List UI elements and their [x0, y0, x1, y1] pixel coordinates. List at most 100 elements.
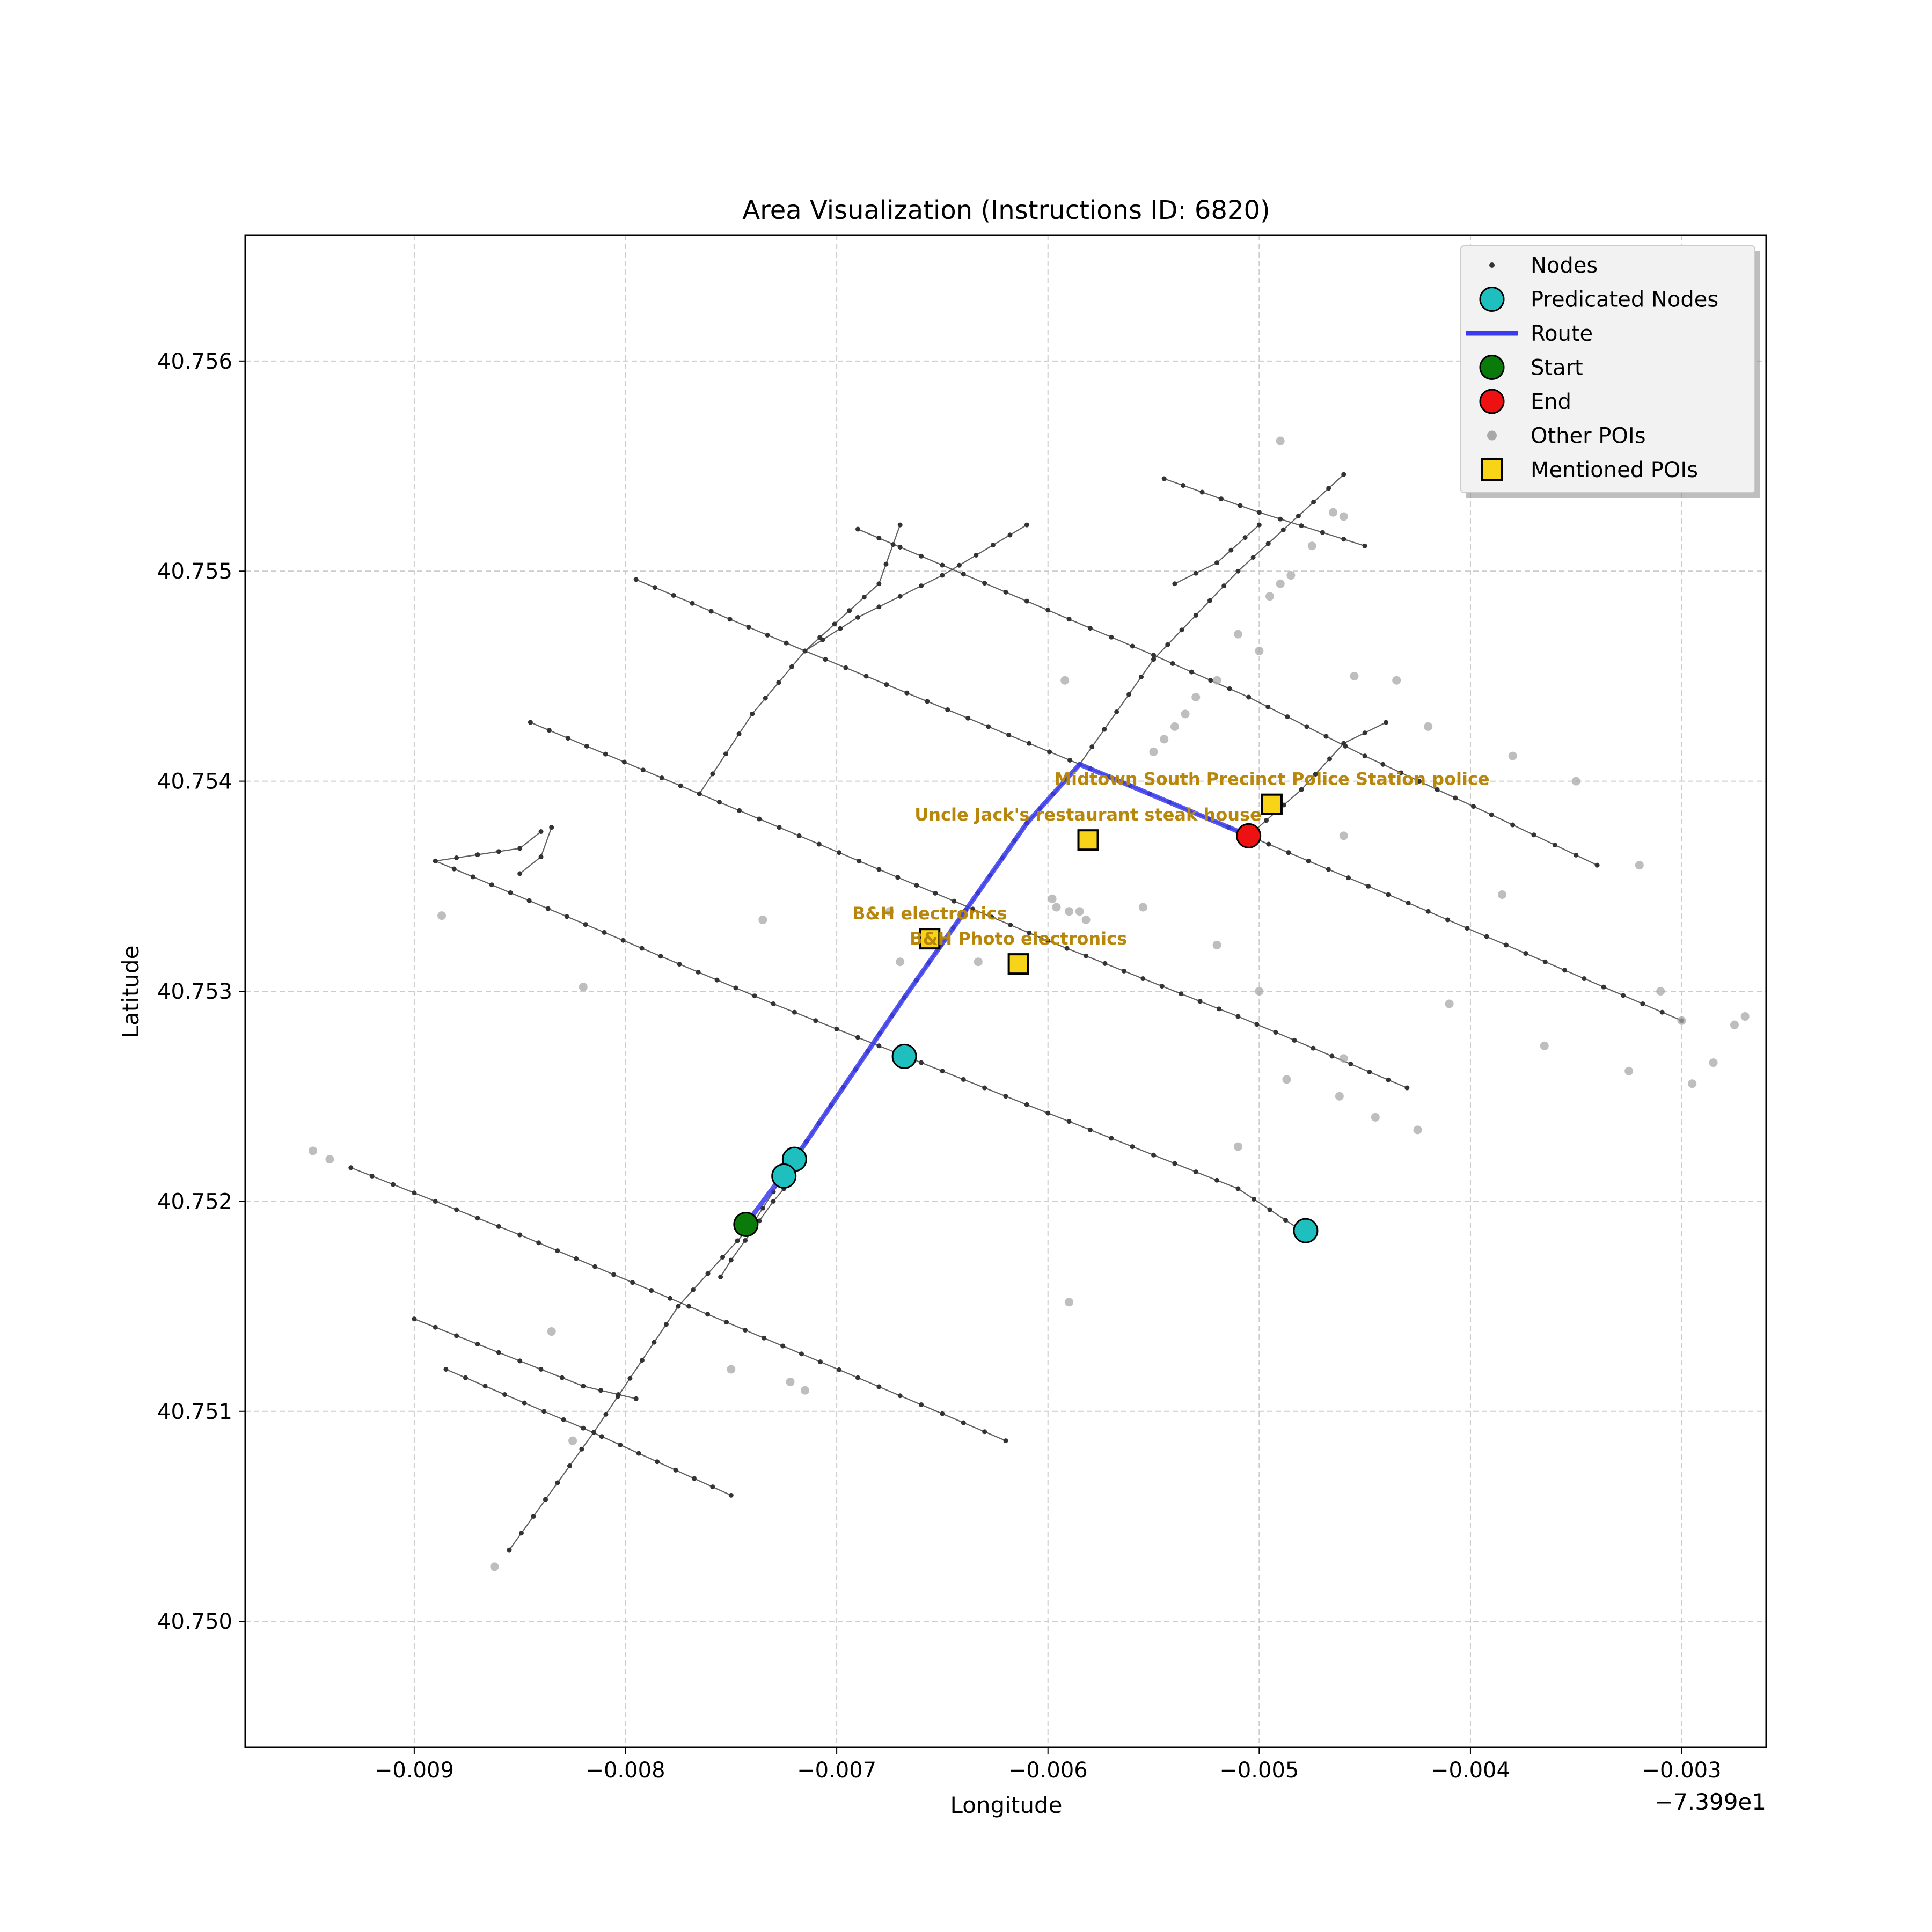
other-poi-point [1371, 1113, 1380, 1122]
street-node [940, 1411, 945, 1416]
street-node [1256, 522, 1262, 528]
street-node [603, 1411, 609, 1417]
street-node [1045, 1110, 1051, 1116]
y-tick-label: 40.755 [157, 559, 232, 584]
mentioned-poi-label: B&H electronics [852, 903, 1007, 924]
street-node [1280, 527, 1286, 532]
street-node [1066, 617, 1072, 622]
street-node [1601, 984, 1606, 990]
street-node [451, 866, 457, 872]
x-tick-label: −0.008 [586, 1758, 665, 1783]
street-node [564, 914, 569, 919]
street-node [1151, 653, 1157, 658]
other-poi-point [1339, 831, 1348, 840]
y-axis-label: Latitude [118, 946, 144, 1038]
other-poi-point [1149, 747, 1158, 756]
street-node [989, 914, 994, 920]
street-node [1320, 530, 1325, 535]
street-node [1425, 909, 1431, 914]
street-node [714, 977, 720, 983]
street-node [836, 1367, 841, 1372]
street-node [727, 617, 733, 622]
street-node [799, 1351, 804, 1357]
street-node [708, 609, 714, 614]
street-node [982, 1429, 987, 1435]
y-tick-label: 40.753 [157, 979, 232, 1004]
street-node [1003, 1094, 1008, 1099]
street-node [743, 1238, 748, 1243]
x-tick-label: −0.009 [375, 1758, 454, 1783]
street-node [1242, 535, 1248, 540]
street-node [952, 898, 957, 904]
other-poi-point [1276, 579, 1285, 588]
street-node [581, 1384, 586, 1389]
chart-title: Area Visualization (Instructions ID: 682… [742, 195, 1270, 225]
street-node [690, 1287, 696, 1293]
street-node [475, 1216, 480, 1221]
y-tick-label: 40.754 [157, 770, 232, 794]
street-node [433, 858, 438, 863]
street-node [1235, 1186, 1241, 1191]
street-node [876, 867, 882, 872]
street-node [1348, 1062, 1353, 1067]
street-node [1066, 1119, 1072, 1124]
street-node [1008, 922, 1013, 927]
street-node [716, 800, 722, 805]
street-node [733, 985, 738, 991]
street-node [1380, 762, 1386, 767]
street-node [1341, 472, 1346, 477]
street-node [1199, 489, 1205, 495]
street-node [1251, 1196, 1256, 1202]
street-node [1367, 1069, 1372, 1074]
street-node [538, 1367, 544, 1372]
street-node [655, 1459, 660, 1465]
street-node [1304, 724, 1309, 729]
street-node [1594, 862, 1600, 868]
other-poi-point [1424, 722, 1433, 731]
street-node [639, 1358, 645, 1363]
street-node [895, 875, 901, 880]
street-node [897, 1393, 903, 1399]
street-node [454, 855, 459, 860]
street-node [919, 1402, 924, 1407]
street-node [454, 1207, 459, 1212]
street-node [475, 1342, 480, 1347]
street-node [1484, 934, 1489, 939]
street-node [933, 890, 938, 896]
street-node [1151, 1152, 1157, 1158]
other-poi-point [974, 957, 983, 967]
street-node [1465, 926, 1470, 931]
other-poi-point [1624, 1066, 1634, 1075]
legend-label: Nodes [1531, 253, 1598, 278]
other-poi-point [1265, 592, 1275, 601]
street-node [567, 1463, 572, 1469]
street-node [1416, 779, 1422, 784]
route-markers [733, 823, 1319, 1243]
street-node [792, 1009, 797, 1015]
mentioned-poi-label: Midtown South Precinct Police Station po… [1054, 769, 1489, 789]
street-node [796, 833, 802, 838]
other-poi-point [758, 915, 767, 924]
street-node [1296, 513, 1301, 518]
street-node [1235, 568, 1241, 574]
other-poi-point [1233, 1142, 1242, 1151]
street-node [433, 1324, 438, 1330]
street-node [1007, 532, 1013, 538]
street-node [956, 562, 962, 568]
street-node [663, 1322, 669, 1327]
street-node [1292, 1037, 1297, 1043]
street-node [517, 846, 523, 851]
other-poi-point [1688, 1079, 1697, 1088]
x-tick-label: −0.003 [1642, 1758, 1722, 1783]
street-node [1362, 543, 1367, 548]
legend: Nodes Predicated Nodes Route Start End Other … [1460, 245, 1760, 498]
predicated-node-marker [891, 1043, 917, 1069]
street-node [1003, 1438, 1008, 1444]
other-poi-point [1081, 915, 1091, 924]
other-poi-point [1170, 722, 1179, 731]
street-node [1281, 802, 1286, 808]
street-node [1214, 1177, 1220, 1183]
street-node [1221, 583, 1227, 589]
street-node [579, 1446, 584, 1452]
street-node [919, 553, 924, 559]
